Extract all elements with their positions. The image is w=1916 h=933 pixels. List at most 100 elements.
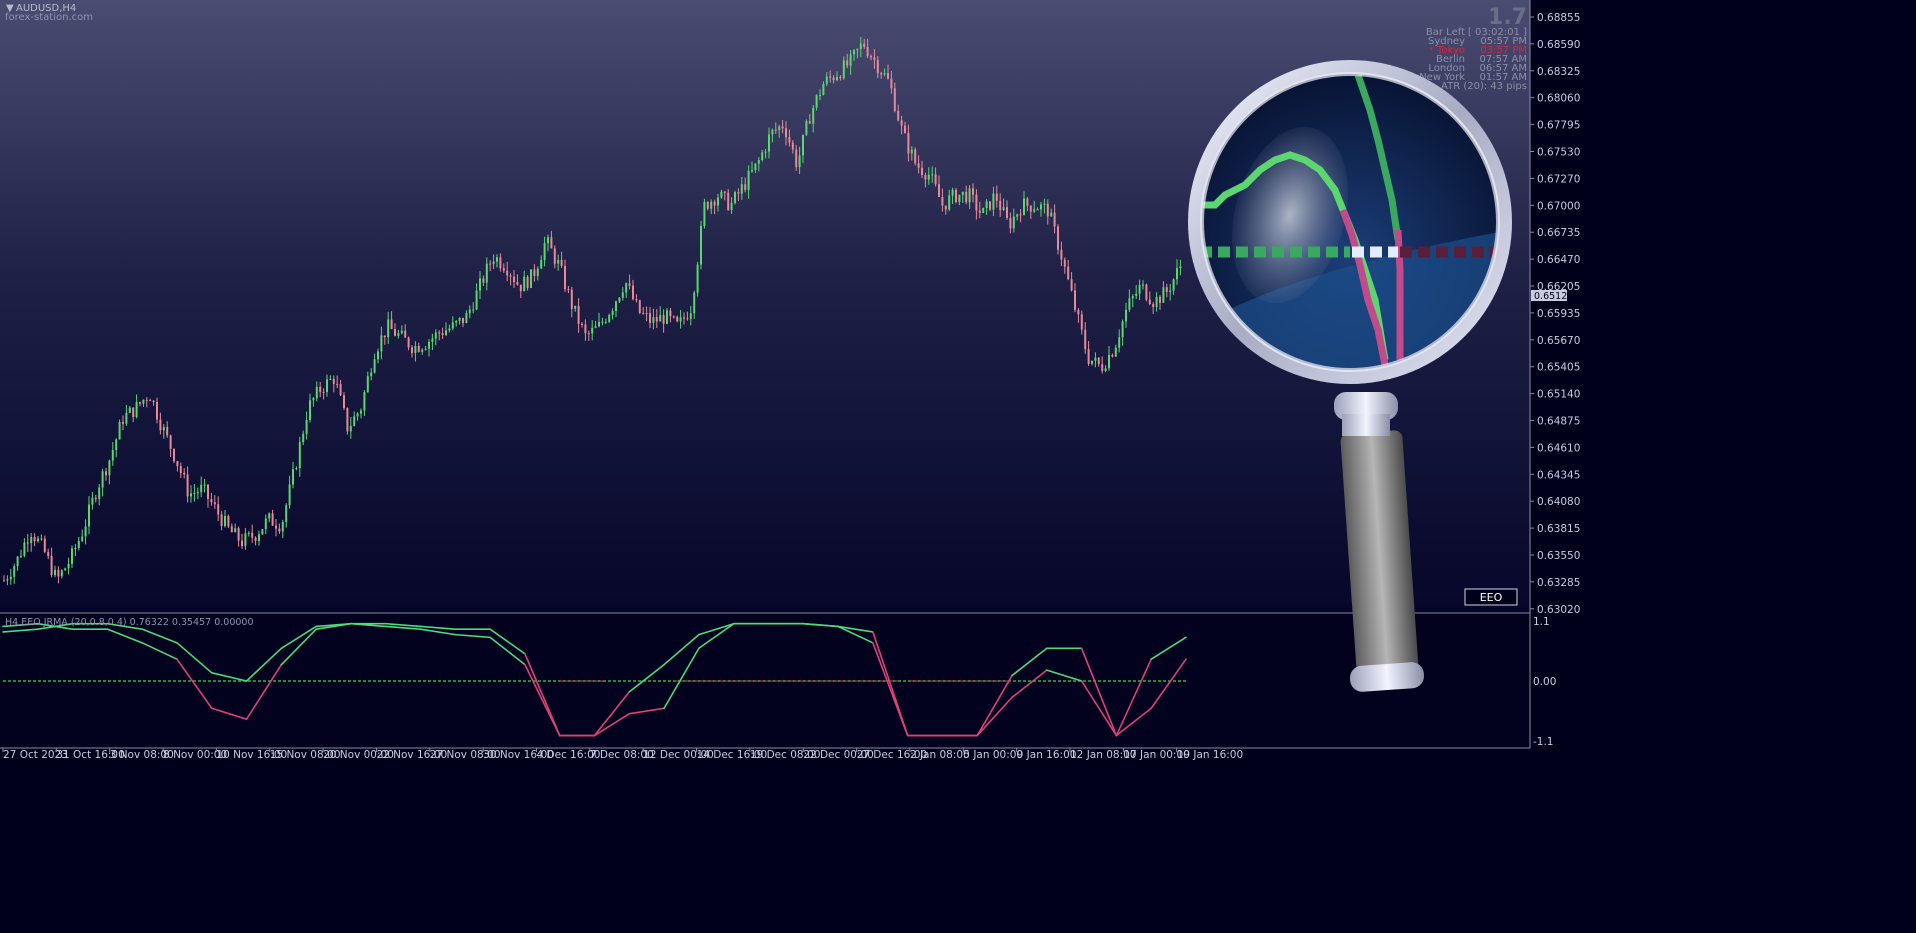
candle: [1142, 280, 1144, 290]
candle: [462, 317, 464, 328]
candle: [472, 302, 475, 314]
candle: [883, 68, 886, 77]
candle: [982, 207, 985, 214]
price-tick-label: 0.68325: [1537, 66, 1580, 78]
candle: [910, 146, 913, 161]
candle: [111, 442, 114, 466]
candle: [798, 146, 801, 174]
candle: [819, 89, 821, 101]
candle: [251, 524, 254, 543]
price-tick-label: 0.67530: [1537, 147, 1580, 159]
candle: [424, 345, 427, 351]
oscillator-line-0: [106, 622, 143, 630]
collapse-arrow-icon[interactable]: ▼: [6, 3, 14, 14]
oscillator-line-1: [628, 707, 665, 715]
candle: [771, 128, 774, 143]
candle: [778, 124, 781, 138]
candle: [1067, 259, 1070, 281]
oscillator-tick-label: 0.00: [1533, 676, 1556, 688]
candle: [169, 434, 172, 457]
candle: [560, 251, 563, 268]
candle: [105, 468, 107, 481]
price-tick-label: 0.65140: [1537, 389, 1580, 401]
candle: [6, 575, 9, 586]
candle: [1135, 285, 1138, 300]
candle: [1077, 307, 1080, 323]
candle: [142, 399, 145, 407]
candle: [84, 519, 87, 545]
candle: [832, 75, 835, 84]
candle: [543, 236, 546, 267]
price-tick-label: 0.66470: [1537, 254, 1580, 266]
candle: [645, 306, 648, 322]
candle: [700, 220, 702, 270]
candle: [635, 294, 638, 303]
candle: [203, 478, 206, 493]
candle: [179, 462, 182, 478]
candle: [448, 324, 451, 333]
candle: [159, 412, 162, 435]
price-tick-label: 0.67270: [1537, 173, 1580, 185]
candle: [326, 374, 328, 397]
candle: [706, 200, 709, 211]
candle: [791, 140, 794, 154]
oscillator-line-1: [524, 663, 561, 737]
candle: [271, 509, 274, 526]
session-info-panel: Bar Left[ 03:02:01 ]Sydney 05:57 PM * Toky…: [1419, 27, 1527, 92]
candle: [60, 569, 63, 579]
candle: [373, 353, 376, 374]
candle: [866, 38, 869, 59]
magnifier-illustration: [1188, 60, 1512, 692]
price-tick-label: 0.63550: [1537, 550, 1580, 562]
candle: [863, 38, 866, 49]
session-label: Sydney: [1428, 36, 1465, 47]
candle: [764, 148, 767, 159]
candle: [693, 290, 696, 319]
candle: [91, 491, 94, 510]
eeo-button[interactable]: EEO: [1464, 588, 1518, 606]
price-axis: 0.68855 0.68590 0.68325 0.68060 0.67795 0.675…: [1530, 12, 1580, 616]
candle: [696, 261, 699, 297]
candle: [295, 466, 298, 471]
candle: [1070, 272, 1073, 292]
candle: [672, 315, 675, 319]
oscillator-line-0: [628, 663, 665, 693]
candle: [438, 330, 441, 341]
price-tick-label: 0.64875: [1537, 416, 1580, 428]
candle: [23, 538, 26, 558]
candle: [332, 375, 335, 393]
price-tick-label: 0.64080: [1537, 496, 1580, 508]
candle: [1179, 259, 1182, 276]
candle: [536, 266, 539, 281]
candle: [411, 344, 413, 358]
candle: [312, 397, 315, 407]
candle: [751, 161, 753, 173]
candle: [64, 567, 67, 571]
time-tick-label: 2 Jan 08:00: [910, 749, 970, 761]
candle: [1162, 281, 1165, 303]
candle: [553, 245, 556, 269]
candle: [33, 533, 36, 547]
candle: [285, 503, 288, 528]
candle: [904, 121, 906, 134]
candle: [278, 523, 281, 534]
time-tick-label: 3 Nov 08:00: [110, 749, 174, 761]
oscillator-line-0: [2, 628, 39, 633]
candle: [710, 199, 713, 215]
atr-readout: ATR (20): 43 pips: [1441, 81, 1527, 92]
oscillator-line-1: [1150, 658, 1187, 710]
candle: [1165, 283, 1168, 298]
oscillator-line-0: [210, 672, 248, 682]
oscillator-line-1: [802, 622, 839, 628]
candle: [176, 460, 179, 472]
price-tick-label: 0.65935: [1537, 308, 1580, 320]
candle: [914, 147, 917, 166]
oscillator-line-1: [454, 633, 491, 639]
candle: [451, 316, 454, 331]
candle: [1091, 360, 1093, 366]
time-tick-label: 7 Dec 08:00: [590, 749, 654, 761]
candle: [968, 184, 971, 209]
candle: [1084, 322, 1087, 354]
